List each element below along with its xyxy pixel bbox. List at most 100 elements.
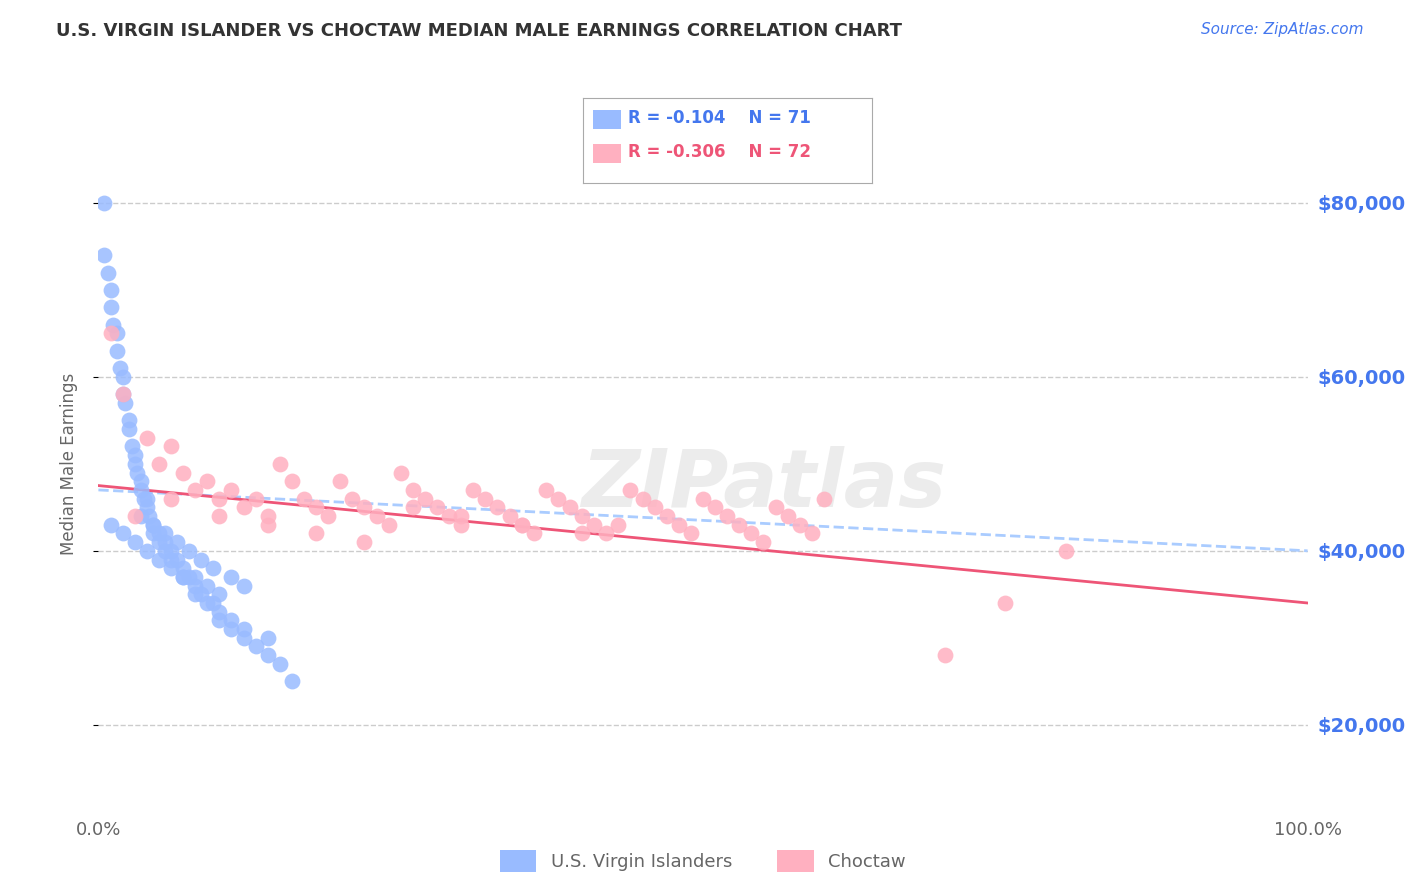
Point xyxy=(245,640,267,654)
Point xyxy=(160,543,183,558)
Point xyxy=(232,579,254,593)
Point xyxy=(135,543,157,558)
Point xyxy=(195,579,218,593)
Point xyxy=(305,526,328,541)
Point xyxy=(366,508,388,523)
Point xyxy=(138,508,160,523)
Point xyxy=(619,483,641,497)
Point xyxy=(728,517,751,532)
Point xyxy=(118,422,141,436)
Point xyxy=(93,248,115,262)
Legend: U.S. Virgin Islanders, Choctaw: U.S. Virgin Islanders, Choctaw xyxy=(494,843,912,880)
Point xyxy=(129,483,152,497)
Point xyxy=(329,475,352,489)
Point xyxy=(232,631,254,645)
Point xyxy=(129,508,152,523)
Point xyxy=(571,526,593,541)
Point xyxy=(281,674,304,689)
Point xyxy=(221,622,243,636)
Point xyxy=(148,552,170,566)
Point xyxy=(135,491,157,506)
Point xyxy=(292,491,315,506)
Point xyxy=(607,517,630,532)
Point xyxy=(195,475,218,489)
Point xyxy=(752,535,775,549)
Point xyxy=(172,466,194,480)
Point xyxy=(668,517,690,532)
Point xyxy=(184,483,207,497)
Point xyxy=(716,508,738,523)
Text: Source: ZipAtlas.com: Source: ZipAtlas.com xyxy=(1201,22,1364,37)
Point xyxy=(994,596,1017,610)
Point xyxy=(316,508,339,523)
Point xyxy=(510,517,533,532)
Point xyxy=(510,517,533,532)
Point xyxy=(583,517,606,532)
Point xyxy=(184,579,207,593)
Point xyxy=(153,543,176,558)
Point xyxy=(232,622,254,636)
Point xyxy=(402,500,425,515)
Point xyxy=(135,431,157,445)
Point xyxy=(121,440,143,454)
Point xyxy=(704,500,727,515)
Point xyxy=(153,526,176,541)
Point xyxy=(190,587,212,601)
Point xyxy=(437,508,460,523)
Point xyxy=(124,508,146,523)
Point xyxy=(100,301,122,315)
Point xyxy=(160,440,183,454)
Point xyxy=(631,491,654,506)
Point xyxy=(208,605,231,619)
Point xyxy=(134,491,156,506)
Point xyxy=(111,526,134,541)
Point xyxy=(256,631,278,645)
Point xyxy=(534,483,557,497)
Point xyxy=(402,483,425,497)
Point xyxy=(450,508,472,523)
Point xyxy=(100,283,122,297)
Point xyxy=(595,526,617,541)
Point xyxy=(740,526,762,541)
Point xyxy=(789,517,811,532)
Point xyxy=(353,535,375,549)
Point xyxy=(166,535,188,549)
Point xyxy=(184,587,207,601)
Point xyxy=(111,387,134,401)
Point xyxy=(172,570,194,584)
Point xyxy=(765,500,787,515)
Point xyxy=(776,508,799,523)
Point xyxy=(184,570,207,584)
Point xyxy=(179,570,201,584)
Point xyxy=(450,517,472,532)
Point xyxy=(97,266,120,280)
Point xyxy=(148,526,170,541)
Point xyxy=(148,457,170,471)
Point xyxy=(111,387,134,401)
Point xyxy=(474,491,496,506)
Point xyxy=(100,326,122,341)
Point xyxy=(105,343,128,358)
Point xyxy=(129,475,152,489)
Text: U.S. VIRGIN ISLANDER VS CHOCTAW MEDIAN MALE EARNINGS CORRELATION CHART: U.S. VIRGIN ISLANDER VS CHOCTAW MEDIAN M… xyxy=(56,22,903,40)
Point xyxy=(172,570,194,584)
Point xyxy=(124,448,146,462)
Point xyxy=(256,648,278,662)
Point xyxy=(523,526,546,541)
Point xyxy=(389,466,412,480)
Point xyxy=(93,196,115,211)
Point xyxy=(160,491,183,506)
Point xyxy=(813,491,835,506)
Point xyxy=(142,517,165,532)
Point xyxy=(547,491,569,506)
Point xyxy=(142,517,165,532)
Point xyxy=(342,491,364,506)
Point xyxy=(256,508,278,523)
Point xyxy=(100,517,122,532)
Point xyxy=(269,457,291,471)
Point xyxy=(153,535,176,549)
Point xyxy=(934,648,956,662)
Text: ZIPatlas: ZIPatlas xyxy=(581,446,946,524)
Point xyxy=(160,561,183,575)
Point xyxy=(202,596,225,610)
